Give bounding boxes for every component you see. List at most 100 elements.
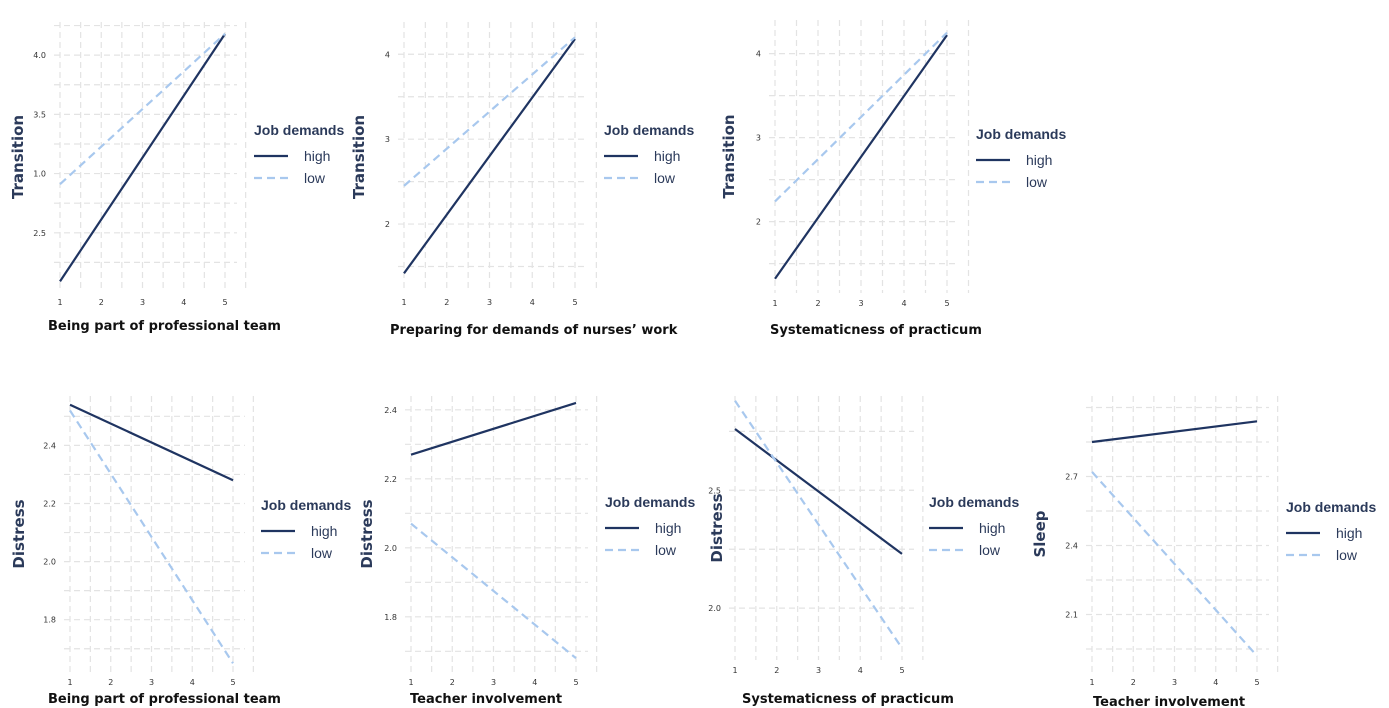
y-tick-label: 2.2	[384, 475, 397, 484]
chart-panel-2: 1 2 3 4 5 2 3 4 Preparing for demands of nurses’…	[350, 22, 694, 338]
y-tick-label: 3	[385, 135, 390, 144]
legend: Job demands high low	[604, 122, 694, 186]
chart-panel-4: 1 2 3 4 5 1.8 2.0 2.2 2.4 Being part of professio…	[10, 396, 351, 707]
x-tick-label: 3	[491, 678, 496, 687]
y-tick-label: 3	[756, 134, 761, 143]
y-axis-label: Distress	[358, 499, 376, 568]
x-tick-label: 5	[944, 299, 949, 308]
grid	[64, 396, 254, 672]
x-tick-label: 3	[1172, 678, 1177, 687]
legend-label-low: low	[304, 170, 326, 186]
grid	[769, 20, 970, 293]
x-tick-label: 4	[1213, 678, 1218, 687]
legend-label-low: low	[654, 170, 676, 186]
legend: Job demands high low	[254, 122, 344, 186]
y-tick-label: 2.0	[43, 558, 56, 567]
series-line-low	[59, 33, 226, 186]
y-tick-label: 2.5	[708, 486, 721, 495]
x-tick-label: 5	[230, 678, 235, 687]
legend-label-low: low	[1336, 547, 1358, 563]
x-tick-label: 4	[858, 666, 863, 675]
legend-label-high: high	[1336, 525, 1362, 541]
y-tick-label: 2.5	[33, 229, 46, 238]
y-tick-label: 2.2	[43, 499, 56, 508]
legend-title: Job demands	[1286, 499, 1376, 515]
x-tick-label: 5	[572, 298, 577, 307]
legend-title: Job demands	[605, 494, 695, 510]
x-tick-label: 1	[772, 299, 777, 308]
y-tick-label: 1.8	[384, 613, 397, 622]
series-line-high	[403, 38, 576, 274]
x-tick-label: 4	[181, 298, 186, 307]
y-tick-label: 1.0	[33, 170, 46, 179]
legend-title: Job demands	[929, 494, 1019, 510]
x-tick-label: 4	[530, 298, 535, 307]
series-line-high	[734, 428, 903, 555]
legend: Job demands high low	[605, 494, 695, 558]
series-line-low	[774, 31, 948, 203]
x-tick-label: 5	[1254, 678, 1259, 687]
x-tick-label: 1	[732, 666, 737, 675]
x-tick-label: 1	[401, 298, 406, 307]
legend-title: Job demands	[604, 122, 694, 138]
x-tick-label: 2	[1131, 678, 1136, 687]
x-tick-label: 3	[858, 299, 863, 308]
legend-label-high: high	[304, 148, 330, 164]
x-tick-label: 5	[222, 298, 227, 307]
y-axis-label: Sleep	[1031, 510, 1049, 557]
x-axis-label: Teacher involvement	[410, 692, 562, 707]
legend-title: Job demands	[976, 126, 1066, 142]
y-tick-label: 2.1	[1065, 611, 1078, 620]
y-tick-label: 2.4	[43, 441, 56, 450]
x-tick-label: 2	[99, 298, 104, 307]
y-tick-label: 2.0	[384, 544, 397, 553]
x-tick-label: 1	[1089, 678, 1094, 687]
x-tick-label: 1	[57, 298, 62, 307]
x-tick-label: 3	[140, 298, 145, 307]
series-line-low	[410, 522, 577, 660]
chart-panel-5: 1 2 3 4 5 1.8 2.0 2.2 2.4 Teacher involvement Dist…	[358, 396, 695, 707]
grid	[405, 396, 598, 672]
x-axis-label: Being part of professional team	[48, 319, 281, 334]
grid	[398, 22, 597, 292]
legend-label-low: low	[979, 542, 1001, 558]
x-tick-label: 5	[899, 666, 904, 675]
legend-title: Job demands	[254, 122, 344, 138]
legend-title: Job demands	[261, 497, 351, 513]
x-tick-label: 4	[901, 299, 906, 308]
x-axis-label: Preparing for demands of nurses’ work	[390, 323, 678, 338]
x-tick-label: 3	[487, 298, 492, 307]
x-tick-label: 5	[573, 678, 578, 687]
y-tick-label: 2	[385, 220, 390, 229]
series-line-high	[774, 34, 948, 280]
series-line-low	[1091, 471, 1258, 657]
x-tick-label: 2	[815, 299, 820, 308]
x-tick-label: 1	[67, 678, 72, 687]
legend-label-low: low	[311, 545, 333, 561]
x-axis-label: Systematicness of practicum	[742, 692, 954, 707]
x-axis-label: Systematicness of practicum	[770, 323, 982, 338]
grid	[54, 22, 247, 292]
y-tick-label: 4	[756, 50, 761, 59]
legend: Job demands high low	[976, 126, 1066, 190]
x-axis-label: Teacher involvement	[1093, 695, 1245, 708]
y-tick-label: 1.8	[43, 616, 56, 625]
y-tick-label: 4	[385, 50, 390, 59]
legend: Job demands high low	[1286, 499, 1376, 563]
legend-label-high: high	[654, 148, 680, 164]
y-tick-label: 2.7	[1065, 473, 1078, 482]
y-axis-label: Distress	[708, 493, 726, 562]
legend: Job demands high low	[929, 494, 1019, 558]
x-tick-label: 3	[149, 678, 154, 687]
y-tick-label: 4.0	[33, 51, 46, 60]
y-axis-label: Transition	[720, 114, 738, 198]
legend: Job demands high low	[261, 497, 351, 561]
y-axis-label: Distress	[10, 499, 28, 568]
legend-label-low: low	[655, 542, 677, 558]
series-line-high	[59, 33, 226, 282]
chart-panel-6: 1 2 3 4 5 2.0 2.5 Systematicness of practicum Di…	[708, 396, 1019, 707]
x-axis-label: Being part of professional team	[48, 692, 281, 707]
chart-panel-1: 1 2 3 4 5 2.5 1.0 3.5 4.0 Being part of professio…	[9, 22, 344, 334]
legend-label-low: low	[1026, 174, 1048, 190]
